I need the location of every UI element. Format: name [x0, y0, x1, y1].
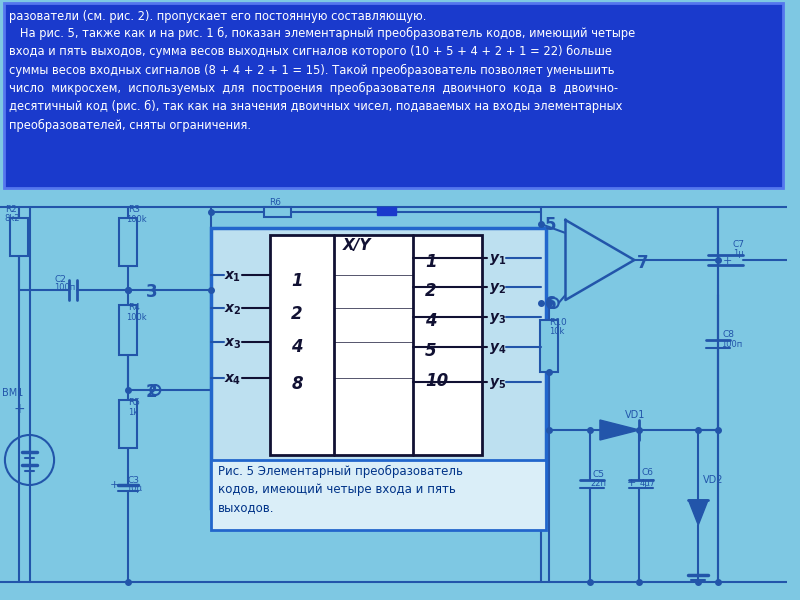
- Polygon shape: [689, 500, 708, 525]
- Text: +: +: [626, 478, 636, 488]
- Bar: [10, 218, 27, 256]
- Text: R6: R6: [270, 198, 282, 207]
- Text: +: +: [723, 256, 732, 266]
- Text: y: y: [490, 251, 498, 265]
- Text: 8k2: 8k2: [4, 214, 19, 223]
- Text: C5: C5: [592, 470, 604, 479]
- Text: 2: 2: [146, 383, 157, 401]
- Bar: [119, 400, 137, 448]
- Text: y: y: [490, 340, 498, 354]
- Text: VD1: VD1: [625, 410, 645, 420]
- Text: Рис. 5 Элементарный преобразователь
кодов, имеющий четыре входа и пять
выходов.: Рис. 5 Элементарный преобразователь кодо…: [218, 465, 463, 514]
- Text: 1: 1: [498, 256, 506, 266]
- Text: R4: R4: [128, 303, 140, 312]
- Text: 3: 3: [498, 315, 506, 325]
- Text: 8: 8: [291, 375, 303, 393]
- Bar: [4, 3, 783, 188]
- Text: 100k: 100k: [126, 215, 146, 224]
- Text: C6: C6: [642, 468, 654, 477]
- Bar: [263, 207, 291, 217]
- Text: X/Y: X/Y: [343, 238, 372, 253]
- Text: 10µ: 10µ: [126, 484, 142, 493]
- Text: x: x: [224, 335, 234, 349]
- Text: R2: R2: [5, 205, 17, 214]
- Text: 6: 6: [545, 295, 556, 313]
- Text: x: x: [224, 301, 234, 315]
- Text: 3: 3: [233, 340, 240, 350]
- Text: 4: 4: [498, 345, 506, 355]
- Text: VD2: VD2: [703, 475, 724, 485]
- Text: R5: R5: [128, 398, 140, 407]
- Text: 4: 4: [291, 338, 303, 356]
- Text: +: +: [14, 402, 26, 416]
- Text: 2: 2: [291, 305, 303, 323]
- Text: 7: 7: [638, 254, 649, 272]
- Text: C7: C7: [733, 240, 745, 249]
- Text: 100k: 100k: [126, 313, 146, 322]
- Text: 1µ: 1µ: [733, 249, 743, 258]
- Text: 100п: 100п: [54, 283, 75, 292]
- Text: 1: 1: [425, 253, 437, 271]
- Text: 4µ7: 4µ7: [639, 479, 655, 488]
- Text: +: +: [110, 480, 119, 490]
- Text: C3: C3: [128, 476, 140, 485]
- Text: 100п: 100п: [721, 340, 742, 349]
- Text: y: y: [490, 375, 498, 389]
- Text: 4: 4: [233, 376, 240, 386]
- Text: BM1: BM1: [2, 388, 23, 398]
- Text: C2: C2: [54, 275, 66, 284]
- Bar: [270, 235, 482, 455]
- Text: x: x: [224, 268, 234, 282]
- Text: x: x: [224, 371, 234, 385]
- Text: 2: 2: [498, 285, 506, 295]
- Text: 1k: 1k: [128, 408, 138, 417]
- Text: 4: 4: [425, 312, 437, 330]
- Text: 5: 5: [425, 342, 437, 360]
- Text: 10: 10: [425, 372, 448, 390]
- Text: 22п: 22п: [590, 479, 606, 488]
- Text: разователи (см. рис. 2). пропускает его постоянную составляющую.: разователи (см. рис. 2). пропускает его …: [9, 10, 426, 23]
- Text: На рис. 5, также как и на рис. 1 б, показан элементарный преобразователь кодов, : На рис. 5, также как и на рис. 1 б, пока…: [9, 27, 635, 132]
- Polygon shape: [600, 420, 639, 440]
- Bar: [211, 228, 546, 508]
- Text: C8: C8: [723, 330, 735, 339]
- Bar: [119, 218, 137, 266]
- Text: 10k: 10k: [549, 327, 564, 336]
- Text: y: y: [490, 280, 498, 294]
- Bar: [377, 207, 396, 215]
- Text: 3: 3: [146, 283, 157, 301]
- Bar: [119, 305, 137, 355]
- Text: 2: 2: [233, 306, 240, 316]
- Text: 5: 5: [498, 380, 506, 390]
- Text: R10: R10: [549, 318, 566, 327]
- Text: 1: 1: [233, 273, 240, 283]
- Text: 1: 1: [291, 272, 303, 290]
- Text: y: y: [490, 310, 498, 324]
- Bar: [211, 460, 546, 530]
- Text: 5: 5: [545, 216, 556, 234]
- Bar: [540, 320, 558, 372]
- Polygon shape: [566, 220, 634, 300]
- Text: 2: 2: [425, 282, 437, 300]
- Text: R3: R3: [128, 205, 140, 214]
